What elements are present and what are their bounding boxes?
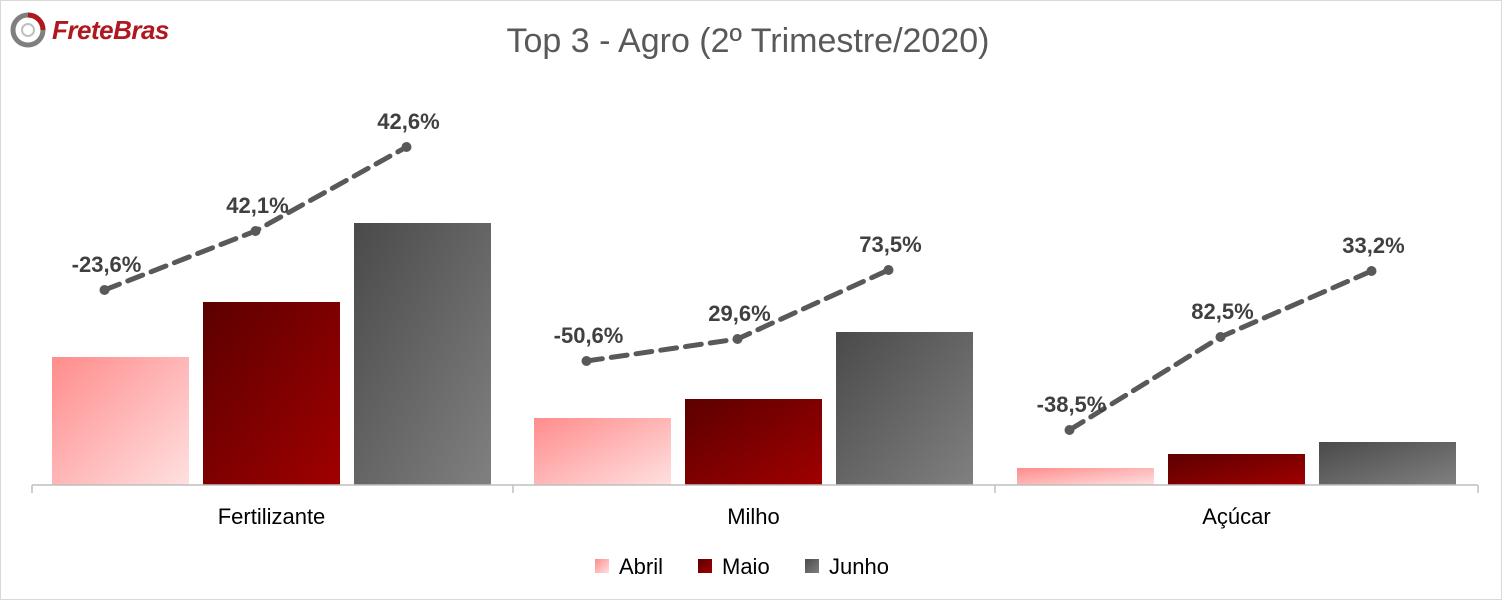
bar-junho-1 — [354, 223, 491, 485]
legend-label-junho: Junho — [829, 554, 889, 579]
x-axis: Fertilizante Milho Açúcar — [31, 484, 1479, 529]
bar-maio-2 — [685, 399, 822, 485]
category-label: Fertilizante — [218, 504, 326, 529]
category-label: Açúcar — [1202, 504, 1270, 529]
bar-junho-3 — [1319, 442, 1456, 485]
legend-swatch-maio — [698, 559, 712, 573]
bars-group — [52, 223, 1456, 485]
variation-point — [1215, 332, 1226, 342]
fretebras-logo-icon — [10, 12, 46, 48]
logo-text: FreteBras — [52, 14, 169, 45]
variation-line-3 — [1067, 268, 1374, 433]
variation-point — [1366, 266, 1377, 276]
bar-abril-2 — [534, 418, 671, 485]
variation-label: -23,6% — [72, 252, 142, 277]
variation-label: 73,5% — [859, 232, 921, 257]
variation-point — [1064, 425, 1075, 435]
bar-abril-1 — [52, 357, 189, 485]
legend-swatch-abril — [595, 559, 609, 573]
legend-label-maio: Maio — [722, 554, 770, 579]
chart-title: Top 3 - Agro (2º Trimestre/2020) — [507, 22, 990, 60]
variation-label: 29,6% — [708, 301, 770, 326]
bar-maio-1 — [203, 302, 340, 485]
variation-point — [401, 142, 412, 152]
bar-abril-3 — [1017, 468, 1154, 485]
legend-label-abril: Abril — [619, 554, 663, 579]
variation-label: 82,5% — [1191, 299, 1253, 324]
variation-point — [581, 356, 592, 366]
variation-point — [732, 334, 743, 344]
legend: Abril Maio Junho — [595, 554, 889, 579]
bar-junho-2 — [836, 332, 973, 485]
variation-point — [99, 285, 110, 295]
variation-lines: -23,6% 42,1% 42,6% -50,6% 29,6% 73,5% -38,5% 82… — [72, 109, 1405, 435]
variation-point — [883, 265, 894, 275]
fretebras-logo: FreteBras — [10, 10, 169, 50]
category-label: Milho — [727, 504, 780, 529]
variation-label: 33,2% — [1342, 233, 1404, 258]
variation-label: -50,6% — [554, 323, 624, 348]
variation-label: 42,1% — [226, 193, 288, 218]
bar-maio-3 — [1168, 454, 1305, 485]
variation-point — [250, 226, 261, 236]
variation-label: 42,6% — [377, 109, 439, 134]
legend-swatch-junho — [805, 559, 819, 573]
variation-label: -38,5% — [1037, 392, 1107, 417]
